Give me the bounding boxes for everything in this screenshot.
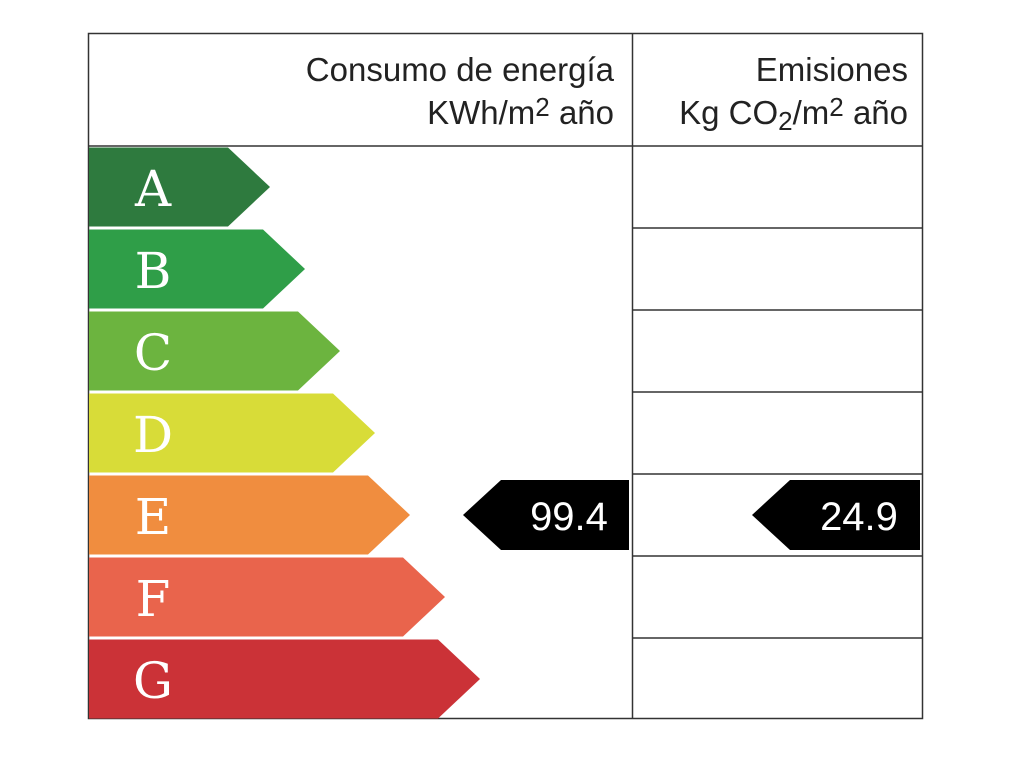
class-letter: B [135,242,172,300]
class-arrow [89,639,480,719]
class-letter: G [133,652,173,710]
class-letter: D [133,406,173,464]
unit-part: 2 [535,92,550,122]
unit-part: 2 [778,106,793,136]
class-arrow [89,229,305,309]
class-arrow [89,475,410,555]
emissions-title: Emisiones [755,51,908,88]
value-label: 99.4 [530,495,608,539]
class-arrow [89,311,340,391]
emissions-header: Emisiones Kg CO2/m2 año [640,48,908,134]
unit-part: Kg CO [679,94,779,131]
consumption-title: Consumo de energía [305,51,614,88]
consumption-unit: KWh/m2 año [200,91,614,134]
frame [87,32,924,720]
unit-part: 2 [829,92,844,122]
value-marker [752,480,920,550]
consumption-header: Consumo de energía KWh/m2 año [200,48,614,134]
emissions-unit: Kg CO2/m2 año [640,91,908,134]
class-letter: E [135,488,172,546]
unit-part: año [558,94,614,131]
class-letter: C [134,324,172,382]
value-marker [463,480,629,550]
class-arrow [89,393,375,473]
class-arrow [89,557,445,637]
unit-part: /m [792,94,830,131]
class-letter: F [136,570,171,628]
unit-part: KWh/m [427,94,536,131]
unit-part: año [852,94,908,131]
class-arrow [89,147,270,227]
value-label: 24.9 [820,495,898,539]
class-letter: A [134,160,172,218]
